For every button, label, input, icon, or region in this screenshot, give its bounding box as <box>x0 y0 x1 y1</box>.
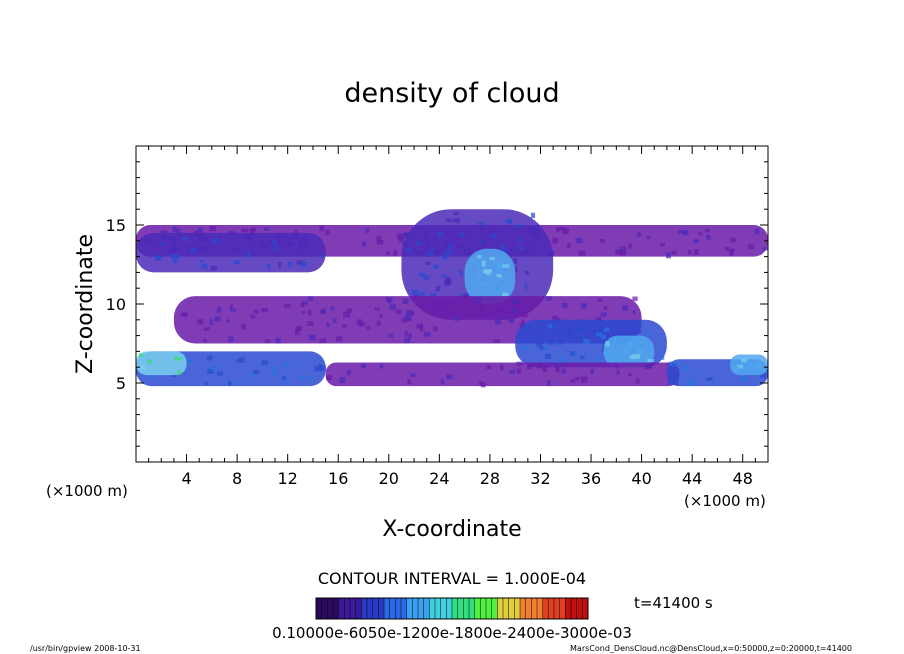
colorbar-swatch <box>350 598 356 619</box>
colorbar-swatch <box>412 598 418 619</box>
colorbar-swatch <box>435 598 441 619</box>
colorbar-swatch <box>531 598 537 619</box>
colorbar-swatch <box>378 598 384 619</box>
colorbar-swatch <box>355 598 362 619</box>
colorbar-swatch <box>344 598 350 619</box>
x-tick-label: 4 <box>181 469 191 488</box>
y-axis-label: Z-coordinate <box>73 234 98 374</box>
x-axis-label: X-coordinate <box>382 517 521 542</box>
colorbar-swatch <box>463 598 469 619</box>
colorbar-swatch <box>469 598 475 619</box>
colorbar-swatch <box>406 598 413 619</box>
y-tick-label: 10 <box>106 295 126 314</box>
colorbar-swatch <box>321 598 328 619</box>
colorbar-swatch <box>565 598 571 619</box>
chart-title: density of cloud <box>344 78 559 109</box>
colorbar-swatch <box>446 598 452 619</box>
colorbar-swatch <box>372 598 379 619</box>
colorbar-swatch <box>576 598 583 619</box>
colorbar-swatch <box>520 598 526 619</box>
x-tick-label: 48 <box>733 469 753 488</box>
y-tick-label: 5 <box>116 374 126 393</box>
colorbar-swatch <box>582 598 588 619</box>
cloud-region <box>325 362 680 388</box>
colorbar-swatch <box>514 598 520 619</box>
x-tick-label: 12 <box>278 469 298 488</box>
cloud-region <box>136 351 187 376</box>
colorbar-swatch <box>418 598 424 619</box>
cloud-region <box>136 232 326 273</box>
contour-interval: CONTOUR INTERVAL = 1.000E-04 <box>318 569 586 588</box>
colorbar-swatch <box>508 598 515 619</box>
colorbar-swatch <box>361 598 367 619</box>
x-tick-label: 24 <box>429 469 449 488</box>
colorbar-swatch <box>525 598 532 619</box>
colorbar-swatch <box>327 598 333 619</box>
colorbar-swatch <box>367 598 373 619</box>
colorbar-swatch <box>571 598 577 619</box>
colorbar-swatch <box>480 598 486 619</box>
cloud-density-field <box>136 209 768 388</box>
colorbar-swatch <box>395 598 401 619</box>
colorbar-swatch <box>554 598 560 619</box>
colorbar-swatch <box>497 598 503 619</box>
colorbar-frame <box>315 597 589 620</box>
y-tick-label: 15 <box>106 216 126 235</box>
colorbar-tick-labels: 0.10000e-6050e-1200e-1800e-2400e-3000e-0… <box>272 624 632 642</box>
colorbar-swatch <box>491 598 498 619</box>
x-axis-unit-left: (×1000 m) <box>46 482 128 500</box>
y-axis-ticks: 5 10 15 <box>106 145 768 463</box>
colorbar-swatch <box>333 598 339 619</box>
x-tick-label: 8 <box>232 469 242 488</box>
x-tick-label: 36 <box>581 469 601 488</box>
colorbar-swatch <box>474 598 481 619</box>
x-tick-label: 40 <box>631 469 651 488</box>
x-axis-unit-right: (×1000 m) <box>684 492 766 510</box>
cloud-region <box>730 354 768 376</box>
time-label: t=41400 s <box>634 594 713 612</box>
colorbar-swatch <box>389 598 396 619</box>
colorbar-swatch <box>423 598 430 619</box>
footer-left: /usr/bin/gpview 2008-10-31 <box>30 644 141 653</box>
colorbar-swatch <box>548 598 554 619</box>
colorbar-swatch <box>486 598 492 619</box>
cloud-region <box>464 248 516 304</box>
x-tick-label: 44 <box>682 469 702 488</box>
footer-right: MarsCond_DensCloud.nc@DensCloud,x=0:5000… <box>570 644 852 653</box>
colorbar-swatch <box>457 598 464 619</box>
colorbar-swatch <box>440 598 447 619</box>
colorbar <box>315 598 588 619</box>
colorbar-swatch <box>559 598 566 619</box>
x-tick-label: 28 <box>480 469 500 488</box>
colorbar-swatch <box>537 598 543 619</box>
x-axis-ticks: 4 8 12 16 20 24 28 32 36 40 44 48 <box>135 146 769 488</box>
colorbar-swatch <box>542 598 549 619</box>
colorbar-swatch <box>503 598 509 619</box>
colorbar-swatch <box>316 598 322 619</box>
cloud-region <box>603 335 655 368</box>
colorbar-swatch <box>384 598 390 619</box>
colorbar-swatch <box>452 598 458 619</box>
x-tick-label: 16 <box>328 469 348 488</box>
x-tick-label: 20 <box>379 469 399 488</box>
x-tick-label: 32 <box>530 469 550 488</box>
colorbar-swatch <box>429 598 435 619</box>
colorbar-swatch <box>401 598 407 619</box>
colorbar-swatch <box>338 598 345 619</box>
